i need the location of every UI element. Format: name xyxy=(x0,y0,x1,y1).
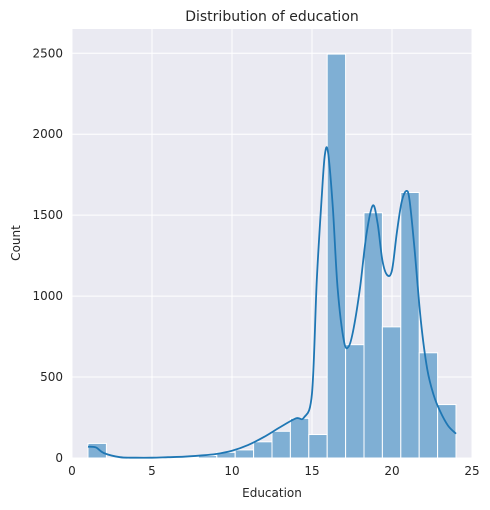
histogram-bar xyxy=(253,441,273,459)
histogram-bar xyxy=(345,344,365,459)
kde-line xyxy=(87,146,457,459)
histogram-bar xyxy=(400,192,420,459)
y-tick-label: 1000 xyxy=(32,289,63,303)
x-tick-label: 20 xyxy=(384,464,399,478)
histogram-bar xyxy=(381,326,402,459)
y-tick-label: 500 xyxy=(40,370,63,384)
x-tick-label: 15 xyxy=(304,464,319,478)
y-tick-label: 2500 xyxy=(32,46,63,60)
histogram-bar xyxy=(418,352,439,459)
histogram-bar xyxy=(437,404,457,459)
y-tick-label: 2000 xyxy=(32,127,63,141)
histogram-bar xyxy=(363,212,383,459)
kde-curve-group xyxy=(87,146,457,459)
x-tick-label: 25 xyxy=(464,464,479,478)
histogram-bar xyxy=(87,442,107,459)
x-tick-labels: 0 5 10 15 20 25 xyxy=(68,464,479,478)
y-tick-label: 0 xyxy=(55,451,63,465)
histogram-bar xyxy=(289,417,310,459)
y-axis-label: Count xyxy=(9,225,23,261)
x-tick-label: 10 xyxy=(224,464,239,478)
y-tick-label: 1500 xyxy=(32,208,63,222)
chart-title: Distribution of education xyxy=(185,9,359,25)
x-tick-label: 0 xyxy=(68,464,76,478)
y-tick-labels: 0 500 1000 1500 2000 2500 xyxy=(32,46,63,465)
histogram-bars xyxy=(87,53,457,459)
histogram-bar xyxy=(234,449,255,459)
x-axis-label: Education xyxy=(242,486,302,500)
histogram-bar xyxy=(271,430,291,459)
x-tick-label: 5 xyxy=(148,464,156,478)
histogram-bar xyxy=(308,434,328,459)
